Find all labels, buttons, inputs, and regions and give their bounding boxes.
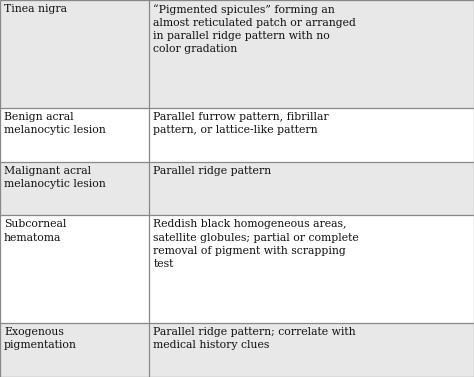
Text: Exogenous
pigmentation: Exogenous pigmentation (4, 327, 77, 350)
Text: Subcorneal
hematoma: Subcorneal hematoma (4, 219, 66, 243)
Text: Parallel ridge pattern; correlate with
medical history clues: Parallel ridge pattern; correlate with m… (153, 327, 356, 350)
Bar (0, 215, 149, 323)
Bar (0, 0, 149, 108)
Bar (149, 162, 474, 215)
Bar (0, 162, 149, 215)
Text: Reddish black homogeneous areas,
satellite globules; partial or complete
removal: Reddish black homogeneous areas, satelli… (153, 219, 359, 269)
Bar (149, 215, 474, 323)
Text: Parallel furrow pattern, fibrillar
pattern, or lattice-like pattern: Parallel furrow pattern, fibrillar patte… (153, 112, 329, 135)
Text: Malignant acral
melanocytic lesion: Malignant acral melanocytic lesion (4, 166, 106, 189)
Text: Tinea nigra: Tinea nigra (4, 4, 67, 14)
Bar (0, 323, 149, 377)
Text: Parallel ridge pattern: Parallel ridge pattern (153, 166, 272, 176)
Bar (149, 108, 474, 162)
Bar (149, 323, 474, 377)
Bar (0, 108, 149, 162)
Bar (149, 0, 474, 108)
Text: “Pigmented spicules” forming an
almost reticulated patch or arranged
in parallel: “Pigmented spicules” forming an almost r… (153, 4, 356, 54)
Text: Benign acral
melanocytic lesion: Benign acral melanocytic lesion (4, 112, 106, 135)
